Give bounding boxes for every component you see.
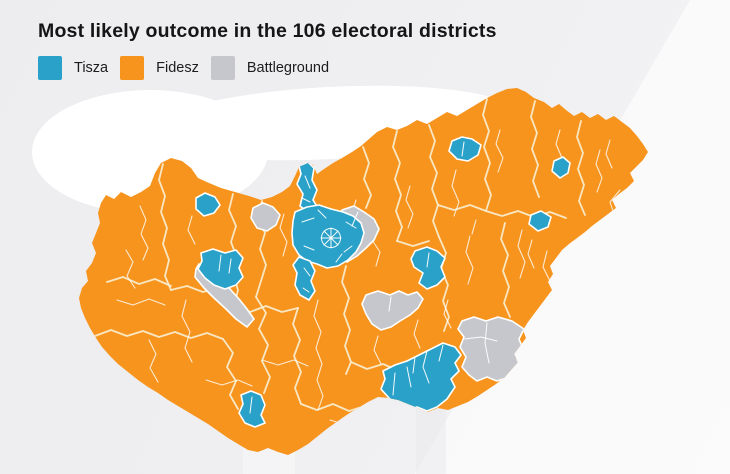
fidesz-swatch: [120, 56, 145, 81]
district-region: [292, 256, 316, 301]
district-region: [410, 246, 446, 290]
header: Most likely outcome in the 106 electoral…: [38, 20, 698, 81]
district-region: [195, 192, 221, 217]
district-region: [528, 210, 552, 232]
district-region: [291, 204, 365, 269]
legend-label-battleground: Battleground: [246, 60, 330, 77]
district-region: [197, 248, 244, 290]
district-region: [238, 390, 266, 428]
district-region: [448, 136, 482, 162]
tisza-regions: [195, 136, 571, 428]
legend-item-battleground: Battleground: [210, 56, 330, 81]
battleground-swatch: [210, 56, 235, 81]
legend-item-tisza: Tisza: [38, 56, 109, 81]
district-region: [551, 156, 571, 179]
legend-item-fidesz: Fidesz: [120, 56, 199, 81]
inner-district-borders: [218, 141, 498, 414]
legend-label-fidesz: Fidesz: [156, 60, 199, 77]
tisza-swatch: [38, 56, 62, 81]
district-region: [250, 202, 281, 232]
district-region: [361, 290, 424, 331]
district-borders: [116, 129, 621, 427]
legend-label-tisza: Tisza: [74, 60, 109, 77]
page-title: Most likely outcome in the 106 electoral…: [38, 20, 497, 42]
legend: Tisza Fidesz Battleground: [38, 56, 698, 81]
